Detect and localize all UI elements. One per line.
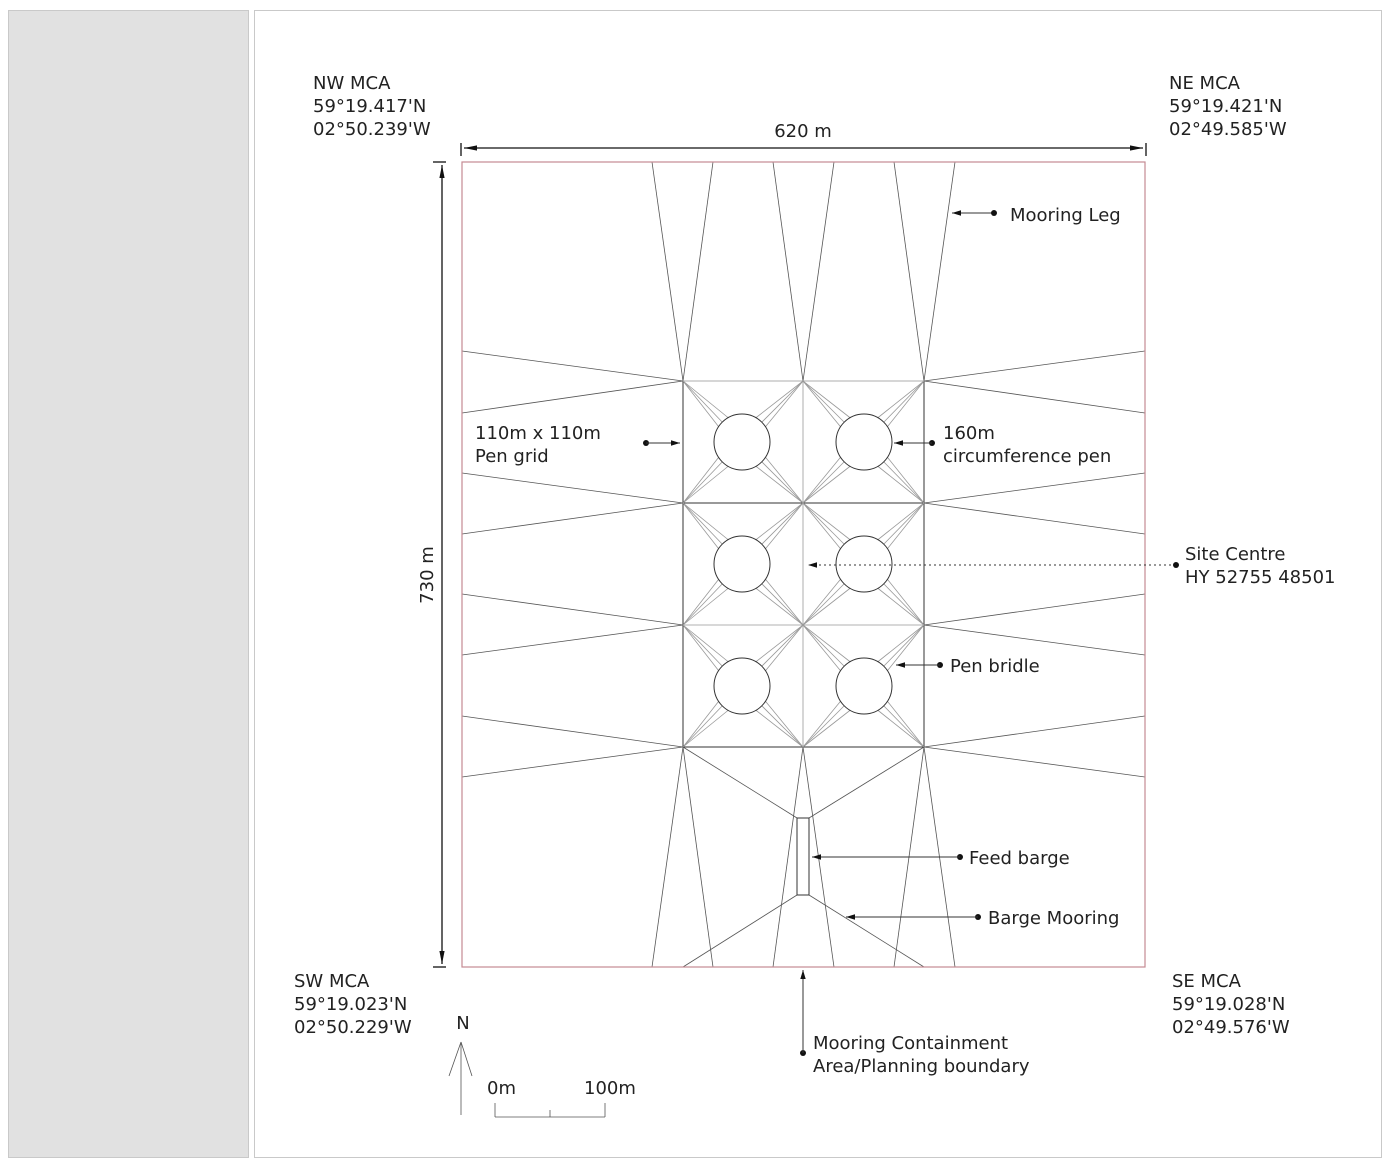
ne-corner-label: NE MCA 59°19.421'N 02°49.585'W bbox=[1169, 73, 1287, 140]
mooring-legs-east bbox=[923, 350, 1146, 778]
svg-text:59°19.028'N: 59°19.028'N bbox=[1172, 994, 1285, 1015]
svg-text:Area/Planning boundary: Area/Planning boundary bbox=[813, 1056, 1030, 1077]
svg-text:59°19.421'N: 59°19.421'N bbox=[1169, 96, 1282, 117]
pen-5 bbox=[713, 657, 771, 715]
svg-text:160m: 160m bbox=[943, 423, 995, 444]
mca-callout: Mooring Containment Area/Planning bounda… bbox=[800, 970, 1030, 1077]
scale-end-label: 100m bbox=[584, 1078, 636, 1099]
svg-text:Site Centre: Site Centre bbox=[1185, 544, 1285, 565]
height-dimension: 730 m bbox=[417, 161, 446, 968]
scale-start-label: 0m bbox=[487, 1078, 516, 1099]
pens bbox=[713, 413, 893, 715]
svg-text:circumference pen: circumference pen bbox=[943, 446, 1111, 467]
mca-boundary bbox=[461, 161, 1146, 968]
pen-callout: 160m circumference pen bbox=[894, 423, 1111, 467]
mooring-legs-west bbox=[461, 350, 684, 778]
svg-text:Mooring Containment: Mooring Containment bbox=[813, 1033, 1008, 1054]
svg-text:SE MCA: SE MCA bbox=[1172, 971, 1242, 992]
site-centre-callout: Site Centre HY 52755 48501 bbox=[808, 544, 1336, 588]
pen-6 bbox=[835, 657, 893, 715]
pen-bridle-callout: Pen bridle bbox=[896, 656, 1040, 677]
pen-4 bbox=[835, 535, 893, 593]
svg-text:02°50.229'W: 02°50.229'W bbox=[294, 1017, 412, 1038]
north-label: N bbox=[456, 1013, 469, 1034]
mooring-legs-north bbox=[651, 161, 956, 382]
barge-mooring-callout: Barge Mooring bbox=[846, 908, 1119, 929]
barge-moorings bbox=[682, 746, 925, 968]
north-arrow: N bbox=[448, 1013, 473, 1115]
svg-text:02°49.576'W: 02°49.576'W bbox=[1172, 1017, 1290, 1038]
svg-text:59°19.023'N: 59°19.023'N bbox=[294, 994, 407, 1015]
svg-text:Pen grid: Pen grid bbox=[475, 446, 549, 467]
pen-2 bbox=[835, 413, 893, 471]
feed-barge-shape bbox=[796, 817, 810, 896]
svg-text:Feed barge: Feed barge bbox=[969, 848, 1070, 869]
width-dimension-label: 620 m bbox=[774, 121, 832, 142]
pen-bridles bbox=[682, 380, 925, 748]
pen-3 bbox=[713, 535, 771, 593]
svg-text:110m x 110m: 110m x 110m bbox=[475, 423, 601, 444]
svg-text:02°50.239'W: 02°50.239'W bbox=[313, 119, 431, 140]
svg-text:NE MCA: NE MCA bbox=[1169, 73, 1241, 94]
width-dimension: 620 m bbox=[460, 121, 1147, 156]
svg-text:02°49.585'W: 02°49.585'W bbox=[1169, 119, 1287, 140]
sw-corner-label: SW MCA 59°19.023'N 02°50.229'W bbox=[294, 971, 412, 1038]
svg-text:HY 52755 48501: HY 52755 48501 bbox=[1185, 567, 1336, 588]
nw-corner-label: NW MCA 59°19.417'N 02°50.239'W bbox=[313, 73, 431, 140]
svg-text:SW MCA: SW MCA bbox=[294, 971, 370, 992]
feed-barge-callout: Feed barge bbox=[812, 848, 1070, 869]
svg-text:Pen bridle: Pen bridle bbox=[950, 656, 1040, 677]
se-corner-label: SE MCA 59°19.028'N 02°49.576'W bbox=[1172, 971, 1290, 1038]
pen-1 bbox=[713, 413, 771, 471]
table-left-cell bbox=[8, 10, 249, 1158]
svg-text:NW MCA: NW MCA bbox=[313, 73, 391, 94]
pen-grid-callout: 110m x 110m Pen grid bbox=[475, 423, 680, 467]
mooring-leg-callout: Mooring Leg bbox=[952, 205, 1121, 226]
svg-text:Mooring Leg: Mooring Leg bbox=[1010, 205, 1121, 226]
svg-text:59°19.417'N: 59°19.417'N bbox=[313, 96, 426, 117]
scale-bar: 0m 100m bbox=[487, 1078, 636, 1118]
svg-text:Barge Mooring: Barge Mooring bbox=[988, 908, 1119, 929]
height-dimension-label: 730 m bbox=[417, 546, 438, 604]
